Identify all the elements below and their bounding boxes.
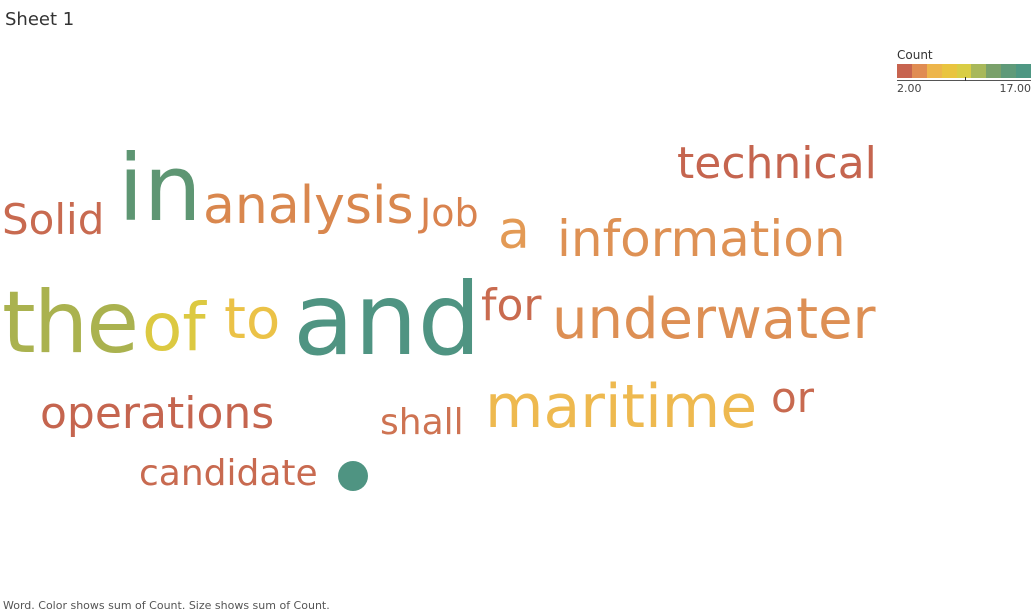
word-mark-the[interactable]: the <box>2 273 139 373</box>
word-mark-of[interactable]: of <box>142 289 206 366</box>
legend-max-label: 17.00 <box>999 82 1032 95</box>
word-mark-technical[interactable]: technical <box>677 138 877 189</box>
legend-swatch <box>926 64 942 78</box>
word-mark-or[interactable]: or <box>771 373 814 422</box>
word-mark-to[interactable]: to <box>224 287 281 352</box>
word-mark-operations[interactable]: operations <box>40 388 275 439</box>
legend-swatch <box>986 64 1002 78</box>
chart-caption: Word. Color shows sum of Count. Size sho… <box>3 599 330 612</box>
legend-swatch <box>1001 64 1017 78</box>
word-mark-maritime[interactable]: maritime <box>485 372 758 442</box>
color-legend[interactable]: Count 2.00 17.00 <box>897 48 1033 95</box>
word-mark-for[interactable]: for <box>481 280 542 331</box>
legend-swatch <box>1016 64 1032 78</box>
word-mark-underwater[interactable]: underwater <box>552 287 876 352</box>
legend-title: Count <box>897 48 933 62</box>
legend-swatch <box>971 64 987 78</box>
legend-swatch <box>897 64 912 78</box>
word-mark-information[interactable]: information <box>557 210 846 268</box>
word-mark-job[interactable]: Job <box>420 191 479 235</box>
legend-color-ramp[interactable] <box>897 64 1032 81</box>
word-mark-and[interactable]: and <box>293 261 482 378</box>
legend-tick <box>965 77 966 81</box>
legend-swatch <box>941 64 957 78</box>
sheet-title: Sheet 1 <box>5 9 75 30</box>
legend-swatch <box>956 64 972 78</box>
word-mark-in[interactable]: in <box>118 135 202 242</box>
word-mark-dot[interactable] <box>338 461 368 491</box>
legend-axis: 2.00 17.00 <box>897 80 1031 95</box>
word-mark-shall[interactable]: shall <box>380 402 464 443</box>
word-mark-a[interactable]: a <box>498 201 530 261</box>
word-mark-candidate[interactable]: candidate <box>139 453 318 494</box>
word-mark-analysis[interactable]: analysis <box>203 176 414 236</box>
legend-swatch <box>911 64 927 78</box>
word-mark-solid[interactable]: Solid <box>2 195 105 244</box>
legend-min-label: 2.00 <box>897 82 922 95</box>
